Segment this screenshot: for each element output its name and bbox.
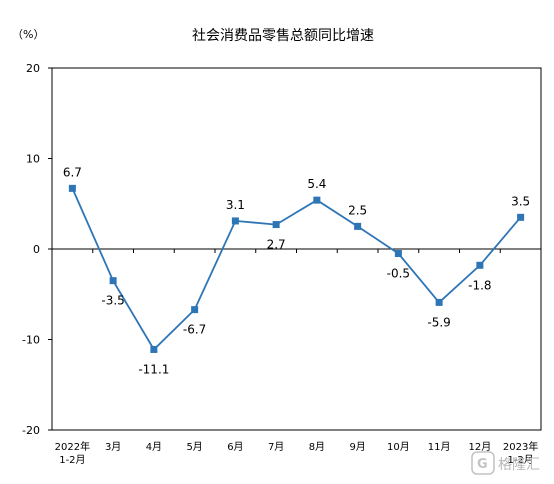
- data-label: 2.7: [267, 238, 286, 252]
- data-label: -11.1: [138, 362, 169, 376]
- data-point: [394, 250, 402, 258]
- data-label: -0.5: [387, 267, 410, 281]
- watermark-logo-icon: [471, 451, 495, 475]
- y-axis-unit: （%）: [12, 28, 44, 41]
- x-tick-label: 12月: [469, 441, 492, 453]
- data-label: 3.5: [511, 194, 530, 208]
- data-point: [517, 213, 525, 221]
- data-label: 5.4: [307, 177, 326, 191]
- x-tick-label: 9月: [349, 441, 365, 453]
- y-tick-label: 20: [26, 62, 40, 75]
- data-point: [476, 261, 484, 269]
- data-label: -3.5: [101, 294, 124, 308]
- data-point: [435, 298, 443, 306]
- data-point: [231, 217, 239, 225]
- data-label: 2.5: [348, 203, 367, 217]
- data-point: [191, 306, 199, 314]
- data-point: [313, 196, 321, 204]
- y-tick-label: 0: [33, 243, 40, 256]
- series-markers: [68, 184, 525, 353]
- series-line: [71, 188, 522, 351]
- data-point: [68, 184, 76, 192]
- x-tick-label: 8月: [309, 441, 325, 453]
- data-point: [109, 277, 117, 285]
- x-tick-label: 6月: [227, 441, 243, 453]
- data-label: 6.7: [63, 165, 82, 179]
- x-tick-label: 3月: [105, 441, 121, 453]
- y-tick-label: -20: [22, 424, 40, 437]
- data-point: [354, 222, 362, 230]
- x-tick-label: 10月: [387, 441, 410, 453]
- data-label: -1.8: [468, 278, 491, 292]
- x-tick-label: 5月: [186, 441, 202, 453]
- data-label: -5.9: [427, 315, 450, 329]
- x-tick-label: 4月: [146, 441, 162, 453]
- y-axis: 20 10 0 -10 -20: [22, 62, 52, 437]
- x-tick-label: 2022年 1-2月: [55, 440, 90, 466]
- x-tick-label: 11月: [428, 441, 451, 453]
- watermark-logo-glyph: G: [477, 457, 488, 472]
- y-tick-label: 10: [26, 153, 40, 166]
- data-point: [272, 221, 280, 229]
- x-axis: 2022年 1-2月 3月 4月 5月 6月 7月 8月 9月 10月 11月 12月 2023年 1-2…: [51, 249, 542, 466]
- x-tick-label: 7月: [268, 441, 284, 453]
- watermark-logo: G 格隆汇: [471, 451, 540, 475]
- watermark-text: 格隆汇: [498, 457, 540, 473]
- data-labels: 6.7 -3.5 -11.1 -6.7 3.1 2.7 5.4 2.5 -0.5 -5.9 -1.8…: [63, 165, 530, 376]
- chart-title: 社会消费品零售总额同比增速: [192, 28, 374, 44]
- y-tick-label: -10: [22, 334, 40, 347]
- x-tick-label: 2023年 1-2月: [503, 440, 538, 466]
- data-label: -6.7: [183, 323, 206, 337]
- data-point: [150, 345, 158, 353]
- data-label: 3.1: [226, 198, 245, 212]
